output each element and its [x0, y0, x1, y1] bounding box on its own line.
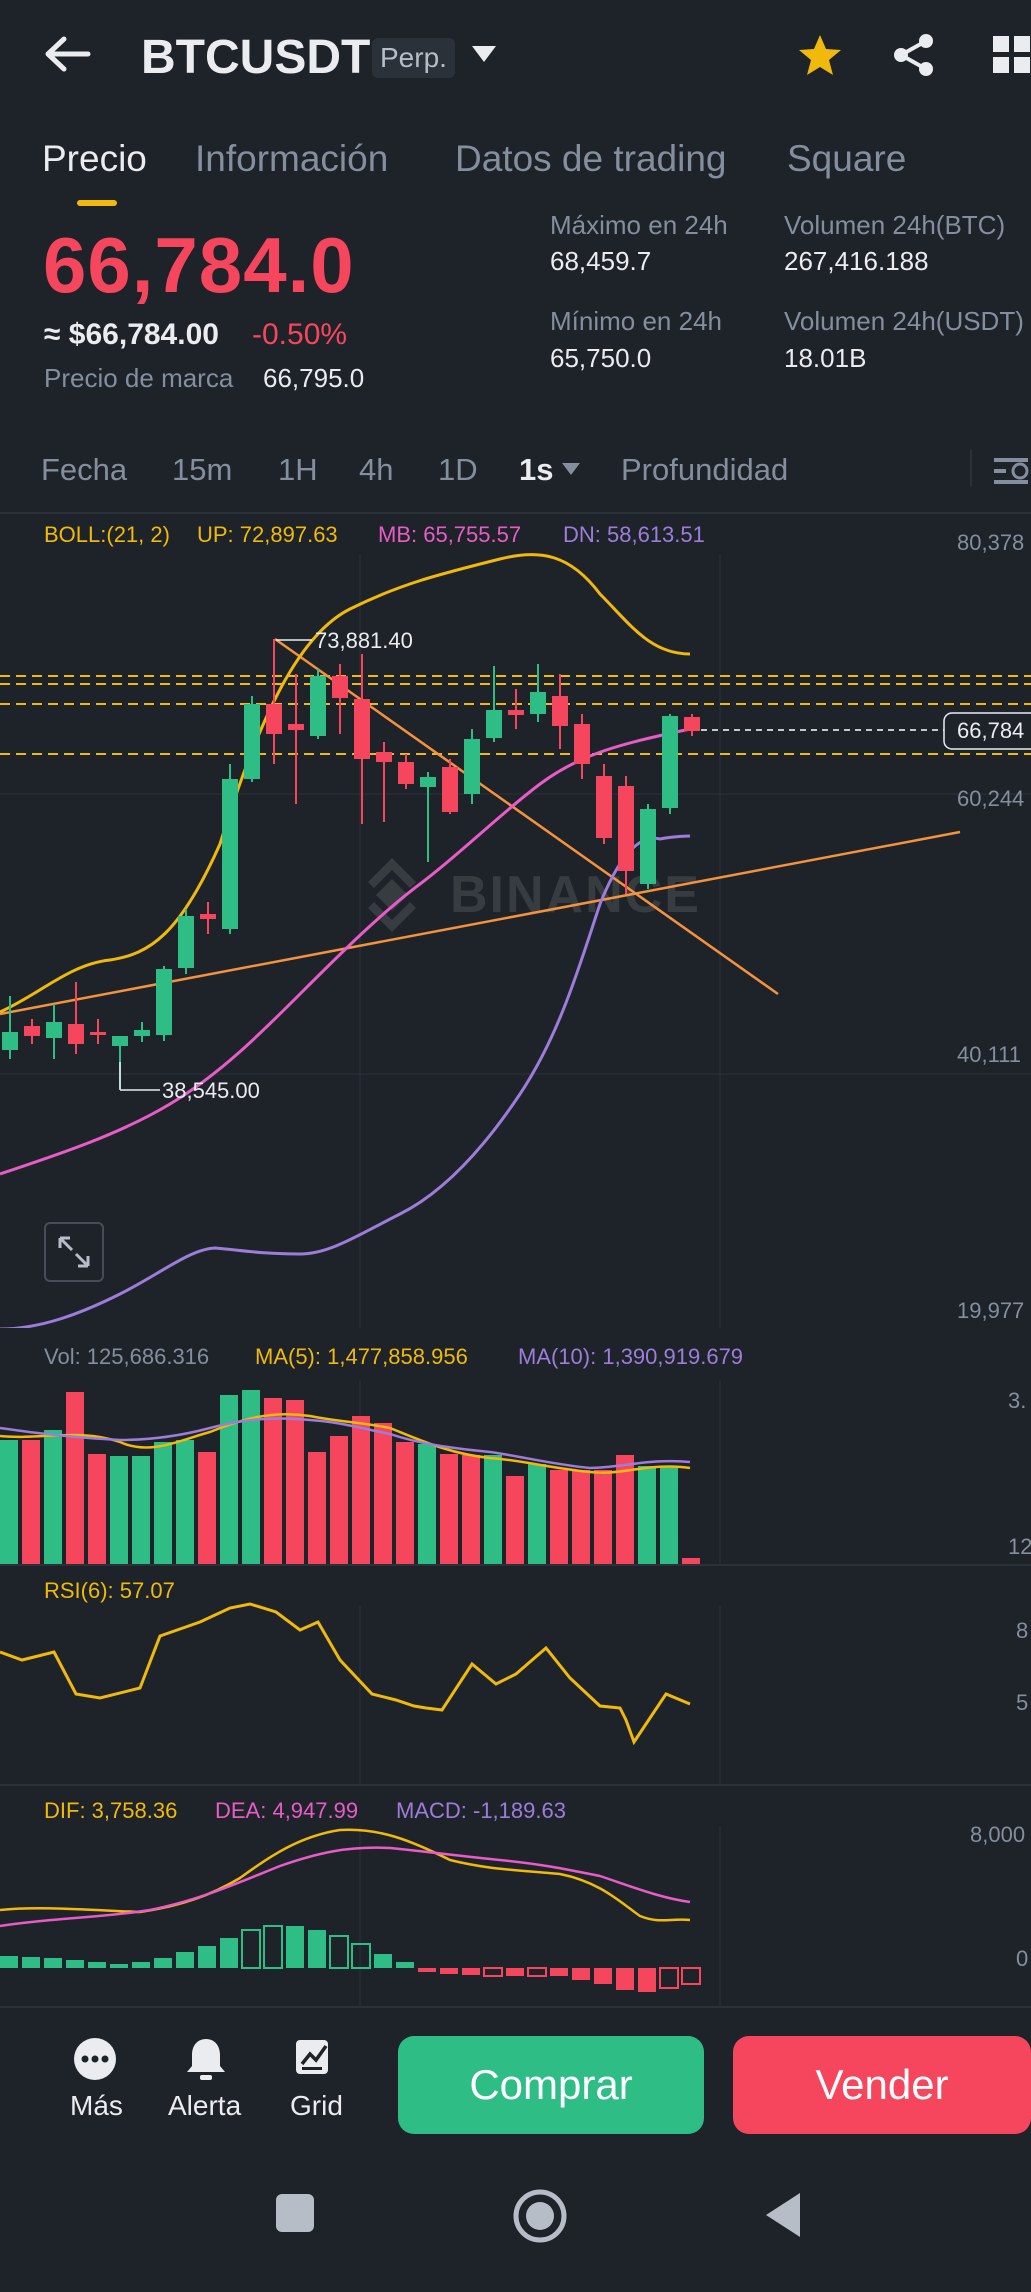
symbol-title[interactable]: BTCUSDT — [141, 31, 371, 84]
macd-dea: DEA: 4,947.99 — [215, 1798, 359, 1823]
interval-bar: Fecha 15m 1H 4h 1D 1s Profundidad — [0, 440, 1031, 510]
axis-label-3: 40,111 — [957, 1042, 1022, 1067]
rsi-panel[interactable]: RSI(6): 57.07 8 5 — [0, 1566, 1031, 1784]
boll-label: BOLL:(21, 2) — [44, 522, 170, 547]
arrow-left-icon[interactable] — [42, 34, 92, 74]
last-price: 66,784.0 — [43, 221, 355, 309]
square-icon[interactable] — [274, 2192, 316, 2234]
macd-dif: DIF: 3,758.36 — [44, 1798, 178, 1823]
triangle-back-icon[interactable] — [762, 2190, 804, 2240]
more-label: Más — [70, 2090, 123, 2121]
axis-label-1: 80,378 — [957, 530, 1025, 555]
candles — [2, 639, 700, 1089]
divider — [0, 1784, 1031, 1786]
bell-icon — [187, 2039, 225, 2080]
svg-text:BINANCE: BINANCE — [450, 866, 701, 924]
sell-button[interactable]: Vender — [733, 2036, 1031, 2134]
interval-4h[interactable]: 4h — [359, 452, 394, 487]
low-24h-label: Mínimo en 24h — [550, 306, 722, 336]
tab-square[interactable]: Square — [787, 138, 907, 179]
circle-icon[interactable] — [512, 2188, 568, 2244]
usd-price: ≈ $66,784.00 — [44, 318, 219, 351]
vol-axis-bottom: 12 — [1008, 1534, 1031, 1559]
interval-profundidad[interactable]: Profundidad — [621, 452, 789, 487]
interval-caret-icon[interactable] — [561, 462, 581, 476]
vol-btc-label: Volumen 24h(BTC) — [784, 210, 1006, 240]
macd-panel[interactable]: DIF: 3,758.36 DEA: 4,947.99 MACD: -1,189… — [0, 1786, 1031, 2006]
low-marker-label: 38,545.00 — [162, 1078, 260, 1103]
grid-icon[interactable] — [992, 35, 1031, 75]
candlestick-chart[interactable]: BOLL:(21, 2) UP: 72,897.63 MB: 65,755.57… — [0, 514, 1031, 1328]
vol-label: Vol: 125,686.316 — [44, 1344, 210, 1369]
interval-fecha[interactable]: Fecha — [41, 452, 128, 487]
price-summary: 66,784.0 ≈ $66,784.00 -0.50% Precio de m… — [0, 210, 1031, 410]
main-chart-canvas: BINANCE — [0, 553, 1031, 1328]
rsi-axis-top: 8 — [1016, 1618, 1029, 1643]
interval-divider — [970, 450, 972, 486]
interval-1d[interactable]: 1D — [438, 452, 478, 487]
volume-panel[interactable]: Vol: 125,686.316 MA(5): 1,477,858.956 MA… — [0, 1330, 1031, 1564]
macd-axis-top: 8,000 — [970, 1822, 1026, 1847]
boll-mb: MB: 65,755.57 — [378, 522, 522, 547]
vol-btc-value: 267,416.188 — [784, 246, 929, 276]
expand-button[interactable] — [44, 1222, 104, 1282]
divider — [0, 1564, 1031, 1566]
vol-axis-top: 3. — [1008, 1388, 1027, 1413]
bottom-action-bar: Más Alerta Grid Comprar Vender — [0, 2008, 1031, 2140]
macd-axis-zero: 0 — [1016, 1946, 1029, 1971]
high-marker-label: 73,881.40 — [315, 628, 413, 653]
price-change: -0.50% — [252, 318, 348, 351]
caret-down-icon[interactable] — [470, 44, 498, 64]
axis-label-2: 60,244 — [957, 786, 1025, 811]
vol-usdt-label: Volumen 24h(USDT) — [784, 306, 1024, 336]
tab-datos-de-trading[interactable]: Datos de trading — [455, 138, 727, 179]
share-icon[interactable] — [892, 33, 936, 77]
alert-button[interactable]: Alerta — [166, 2036, 246, 2126]
expand-icon — [58, 1236, 90, 1268]
rsi-label: RSI(6): 57.07 — [44, 1578, 175, 1603]
interval-15m[interactable]: 15m — [172, 452, 233, 487]
mark-price-value: 66,795.0 — [263, 363, 365, 393]
top-bar: BTCUSDT Perp. — [0, 0, 1031, 115]
star-icon[interactable] — [797, 33, 843, 77]
high-24h-label: Máximo en 24h — [550, 210, 728, 240]
interval-1s[interactable]: 1s — [519, 452, 554, 487]
active-tab-indicator — [77, 200, 117, 206]
macd-value: MACD: -1,189.63 — [396, 1798, 566, 1823]
contract-type-badge: Perp. — [372, 38, 455, 78]
grid-bot-button[interactable]: Grid — [286, 2036, 348, 2126]
axis-label-4: 19,977 — [957, 1298, 1025, 1323]
high-24h-value: 68,459.7 — [550, 246, 652, 276]
alert-label: Alerta — [168, 2090, 242, 2121]
macd-canvas — [0, 1826, 721, 2006]
current-price-tag: 66,784 — [957, 718, 1025, 743]
low-24h-value: 65,750.0 — [550, 343, 652, 373]
tab-precio[interactable]: Precio — [42, 138, 147, 179]
chart-settings-icon[interactable] — [992, 454, 1031, 488]
divider — [0, 2006, 1031, 2008]
system-nav-bar — [0, 2140, 1031, 2292]
volume-canvas — [0, 1380, 721, 1564]
vol-usdt-value: 18.01B — [784, 343, 867, 373]
section-tabs: Precio Información Datos de trading Squa… — [0, 130, 1031, 210]
rsi-axis-mid: 5 — [1016, 1690, 1029, 1715]
more-button[interactable]: Más — [64, 2036, 130, 2126]
tab-informacion[interactable]: Información — [195, 138, 389, 179]
buy-button[interactable]: Comprar — [398, 2036, 704, 2134]
grid-label: Grid — [290, 2090, 343, 2121]
vol-ma10: MA(10): 1,390,919.679 — [518, 1344, 744, 1369]
boll-dn: DN: 58,613.51 — [563, 522, 705, 547]
divider — [0, 512, 1031, 514]
interval-1h[interactable]: 1H — [278, 452, 318, 487]
binance-watermark: BINANCE — [368, 858, 701, 932]
boll-up: UP: 72,897.63 — [197, 522, 338, 547]
rsi-canvas — [0, 1602, 721, 1784]
grid-bot-icon — [296, 2040, 328, 2074]
vol-ma5: MA(5): 1,477,858.956 — [255, 1344, 468, 1369]
more-icon — [74, 2038, 116, 2080]
mark-price-label: Precio de marca — [44, 363, 234, 393]
